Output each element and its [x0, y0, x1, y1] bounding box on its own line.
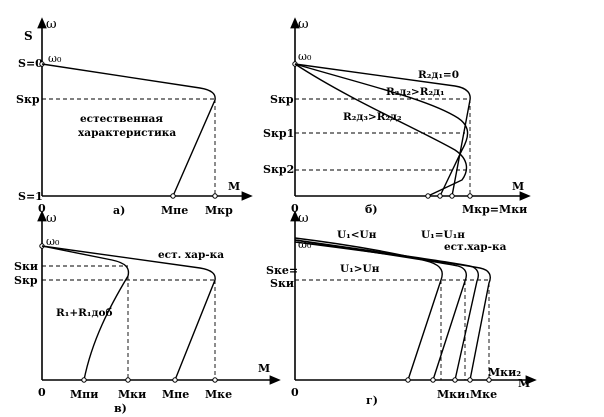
panel-a-caption: а): [113, 204, 125, 217]
panel-g-u-more-label: U₁>Uн: [340, 263, 380, 275]
panel-g-ski-label: Sки: [270, 277, 294, 290]
panel-g-start-point-3: [452, 377, 458, 383]
panel-b-omega-label: ω: [298, 17, 309, 32]
panel-b-r2-label: R₂д₂>R₂д₁: [386, 86, 445, 98]
panel-a-label-line2: характеристика: [78, 127, 176, 139]
panel-g: ω ω₀ Sке= Sки 0 M U₁<Uн U₁=U₁н ест.хар-к…: [266, 210, 537, 407]
panel-v-origin-label: 0: [38, 386, 46, 399]
panel-v-omega-label: ω: [46, 211, 57, 226]
panel-g-u-eq-label: U₁=U₁н: [421, 229, 465, 241]
panel-g-ske-label: Sке=: [266, 264, 298, 277]
panel-g-m-label: M: [518, 377, 530, 390]
panel-v-caption: в): [114, 402, 127, 415]
panel-b-skr-label: Sкр: [270, 93, 294, 106]
panel-a-mpusk-point: [170, 193, 176, 199]
panel-v-natural-curve: [41, 245, 216, 381]
panel-b-start-point-1: [449, 193, 455, 199]
panel-g-u-less-label: U₁<Uн: [337, 229, 377, 241]
panel-b-si2-label: Sкр2: [263, 163, 294, 176]
panel-g-mki1-label: Мки₁: [437, 388, 470, 401]
panel-b-r1-label: R₂д₁=0: [418, 69, 459, 81]
panel-g-mki2-point: [486, 377, 492, 383]
panel-v: ω ω₀ Sки Sкр 0 M ест. хар-ка R₁+R₁доб Мп…: [14, 210, 281, 415]
panel-b-caption: б): [365, 203, 378, 216]
panel-b: ω ω₀ Sкр Sкр1 Sкр2 0 M R₂д₁=0 R₂д₂>R₂д₁ …: [263, 17, 531, 216]
panel-b-start-point-2: [437, 193, 443, 199]
panel-a: S ω S=0 ω₀ Sкр S=1 0 M естественная хара…: [16, 17, 253, 217]
panel-a-s0-label: S=0: [18, 57, 43, 70]
panel-a-s-label: S: [24, 29, 33, 43]
panel-v-mke-label: Мке: [205, 388, 232, 401]
panel-b-curve-r2: [294, 63, 469, 197]
panel-g-mki2-label: Мки₂: [488, 366, 521, 379]
panel-a-origin-label: 0: [38, 202, 46, 215]
panel-b-si1-label: Sкр1: [263, 127, 294, 140]
panel-b-origin-label: 0: [291, 202, 299, 215]
panel-b-r3-label: R₂д₃>R₂д₂: [343, 111, 402, 123]
panel-b-mk-point: [467, 193, 473, 199]
panel-a-s1-label: S=1: [18, 190, 43, 203]
panel-b-curve-r3: [294, 63, 468, 197]
panel-a-mpusk-label: Мпе: [161, 204, 188, 217]
panel-v-m-label: M: [258, 362, 270, 375]
panel-a-m-label: M: [228, 180, 240, 193]
panel-v-mki-label: Мки: [118, 388, 146, 401]
panel-a-label-line1: естественная: [80, 113, 163, 125]
panel-b-m-label: M: [512, 180, 524, 193]
panel-v-mpe-point: [172, 377, 178, 383]
panel-v-mki-point: [125, 377, 131, 383]
panel-v-radd-label: R₁+R₁доб: [56, 307, 112, 319]
panel-a-omega-label: ω: [46, 17, 57, 32]
panel-b-omega0-label: ω₀: [298, 50, 312, 63]
panel-g-origin-label: 0: [291, 386, 299, 399]
panel-g-mke-label: Мке: [470, 388, 497, 401]
panel-g-nat-label: ест.хар-ка: [444, 241, 507, 253]
panel-a-skr-label: Sкр: [16, 93, 40, 106]
panel-g-caption: г): [366, 394, 378, 407]
panel-v-skr-label: Sкр: [14, 274, 38, 287]
panel-g-curve-u-more: [294, 241, 491, 381]
panel-v-nat-label: ест. хар-ка: [158, 249, 224, 261]
panel-v-omega0-label: ω₀: [46, 235, 60, 248]
panel-v-mke-point: [212, 377, 218, 383]
panel-v-mpi-label: Мпи: [70, 388, 98, 401]
panel-g-start-point-1: [405, 377, 411, 383]
panel-a-mkr-point: [212, 193, 218, 199]
panel-g-curve-natural: [294, 239, 479, 381]
panel-b-curve-r1: [294, 63, 471, 197]
panel-g-omega-label: ω: [298, 211, 309, 226]
panel-g-start-point-2: [430, 377, 436, 383]
panel-v-mpi-point: [81, 377, 87, 383]
panel-b-mk-label: Мкр=Мки: [462, 203, 527, 216]
panel-v-ski-label: Sки: [14, 260, 38, 273]
panel-a-mkr-label: Мкр: [205, 204, 233, 217]
panel-a-omega0-label: ω₀: [48, 52, 62, 65]
panel-b-start-point-3: [425, 193, 431, 199]
panel-g-start-point-4: [467, 377, 473, 383]
panel-v-mpe-label: Мпе: [162, 388, 189, 401]
